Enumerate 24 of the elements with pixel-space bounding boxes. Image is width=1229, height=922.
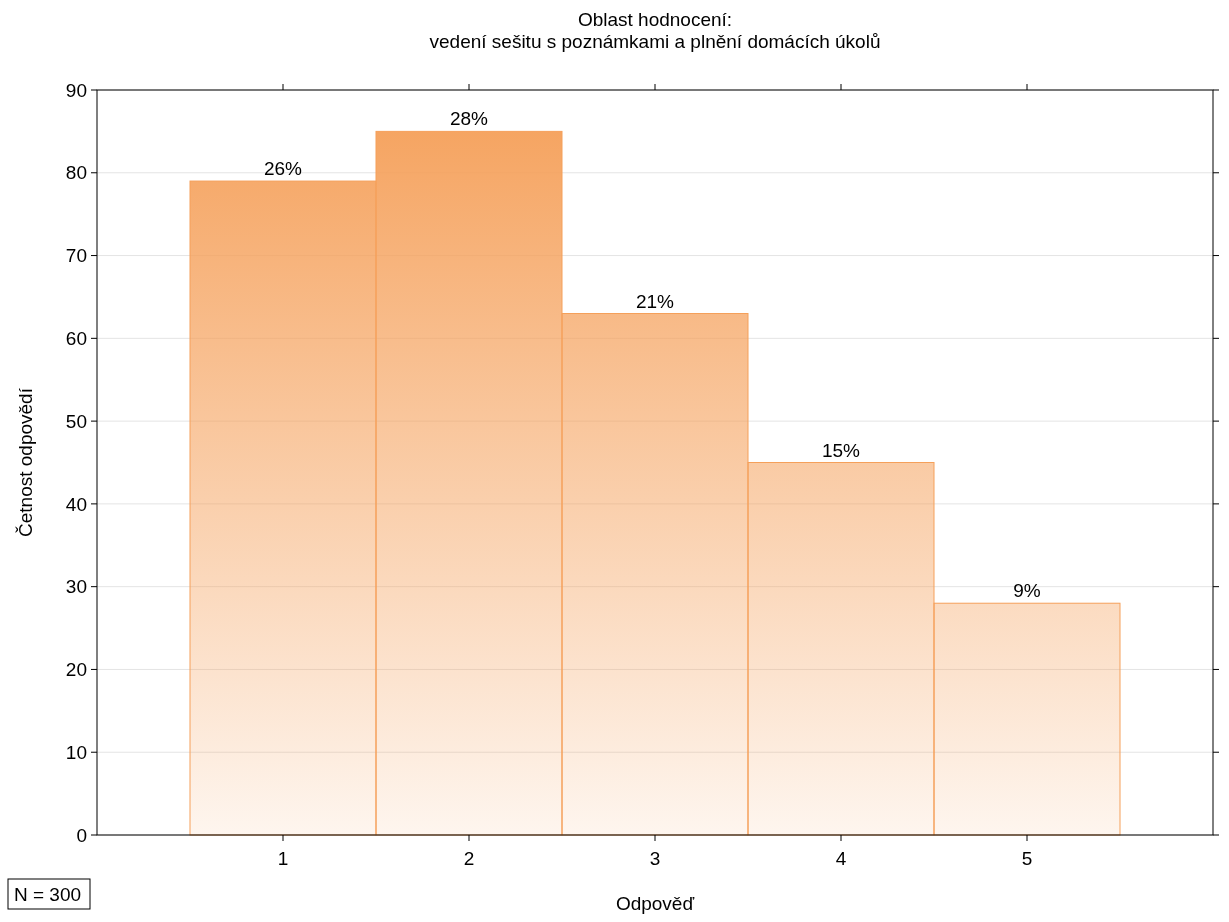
y-tick-label: 0 [76, 824, 87, 846]
x-tick-label: 1 [277, 848, 289, 869]
text: N = 300 [14, 884, 82, 905]
annotation: 26% [263, 158, 303, 180]
x-axis-title: Odpověď [615, 893, 695, 914]
x-tick-label: 4 [835, 848, 847, 869]
x-tick-label: 3 [649, 848, 661, 869]
x-tick-label: 2 [463, 848, 475, 869]
y-tick-label: 10 [65, 741, 87, 763]
annotation: 15% [821, 439, 861, 461]
annotation: 28% [449, 108, 489, 130]
y-tick-label: 20 [65, 659, 87, 681]
x-tick-label: 5 [1021, 848, 1033, 869]
y-axis-title: Četnost odpovědí [15, 387, 36, 537]
chart-title: Oblast hodnocení: vedení sešitu s poznámkami a plnění domácích úkolů [429, 9, 881, 52]
y-tick-label: 70 [65, 245, 87, 267]
y-tick-label: 90 [65, 79, 87, 101]
annotation: 21% [635, 290, 675, 312]
y-tick-label: 50 [65, 410, 87, 432]
y-tick-label: 80 [65, 162, 87, 184]
y-tick-label: 60 [65, 327, 87, 349]
y-tick-label: 40 [65, 493, 87, 515]
annotation: 9% [1013, 580, 1041, 602]
y-tick-label: 30 [65, 576, 87, 598]
